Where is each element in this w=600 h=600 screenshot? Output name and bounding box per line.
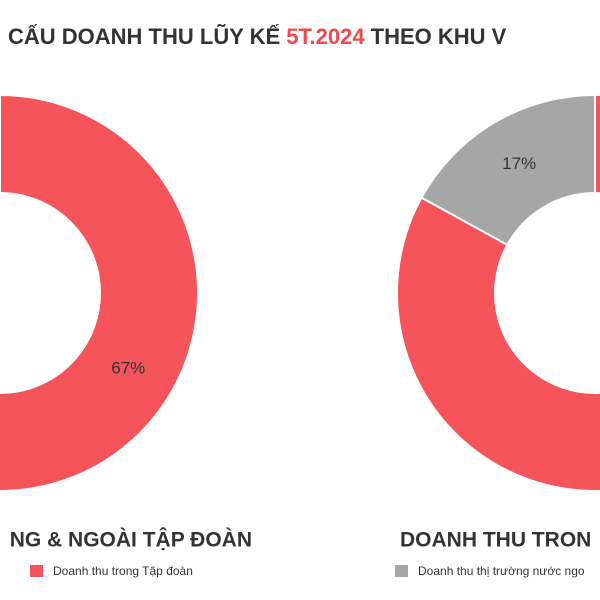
donut-slice	[0, 93, 199, 492]
legend-label: Doanh thu thị trường nước ngo	[418, 564, 585, 578]
title-part: THEO KHU V	[365, 24, 507, 49]
data-label: 17%	[502, 154, 536, 173]
title-part: CẤU DOANH THU LŨY KẾ	[8, 24, 286, 49]
data-label: 67%	[111, 358, 145, 377]
title-part: 5T.2024	[286, 24, 365, 49]
chart-title: NG & NGOÀI TẬP ĐOÀN	[10, 528, 252, 552]
donut-slice	[396, 93, 600, 492]
chart-title: DOANH THU TRON	[400, 529, 591, 552]
slide-title: CẤU DOANH THU LŨY KẾ 5T.2024 THEO KHU V	[8, 24, 507, 49]
legend-swatch	[30, 565, 43, 577]
donut-slice	[420, 93, 596, 247]
legend-label: Doanh thu trong Tập đoàn	[53, 564, 193, 578]
legend-swatch	[395, 565, 408, 577]
